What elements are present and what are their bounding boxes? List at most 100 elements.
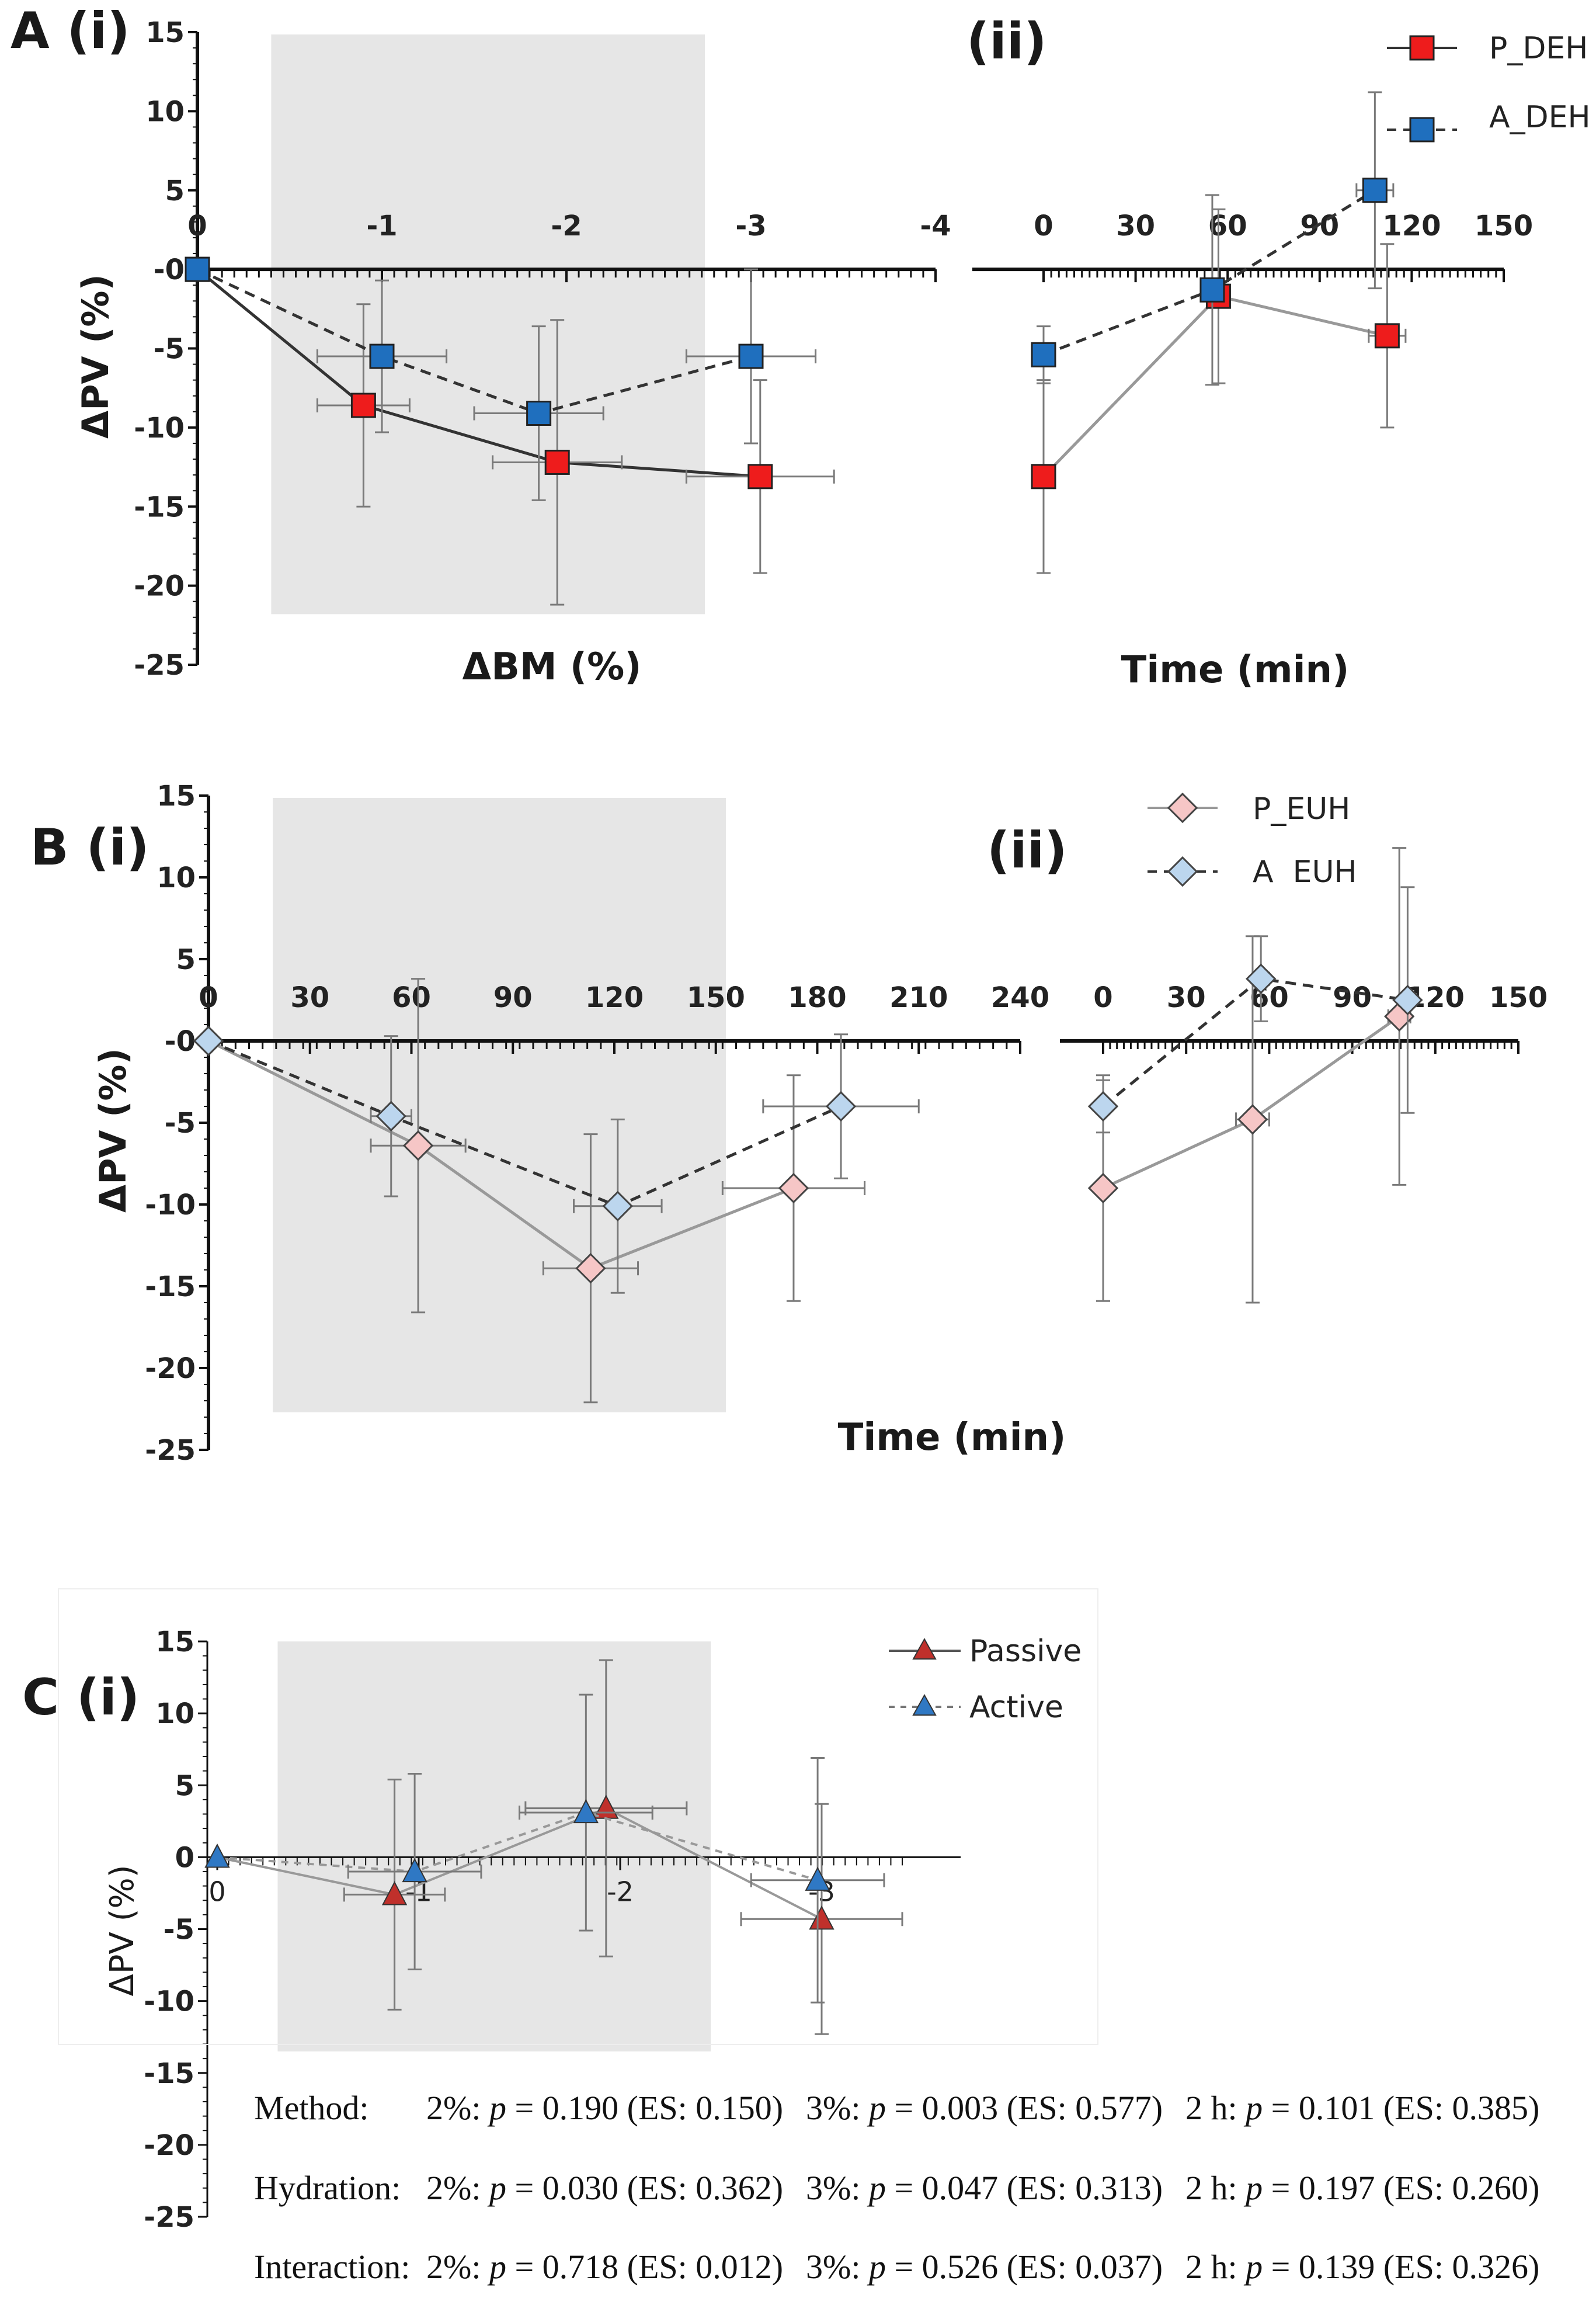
data-point [402,1858,427,1883]
chart-a-i: 15 10 5 -0 -5 -10 -15 -20 -25 0 -1 -2 -3 -4 [134,16,951,682]
chart-b-ii: 0 30 60 90 120 150 [1060,847,1548,1304]
data-point [1087,1172,1119,1204]
series-active [204,1693,885,2004]
stats-c1: 2%: p = 0.190 (ES: 0.150) [426,2089,783,2127]
data-point [809,1905,834,1930]
y-tick-label: -25 [134,649,185,682]
x-tick-label: 0 [1034,210,1053,242]
panel-c-frame [58,1588,1098,2045]
panel-label-b-i: B (i) [30,818,149,877]
y-tick-label: 0 [175,1841,194,1874]
series-line [207,1039,794,1271]
y-tick-label: 15 [157,780,196,813]
b-y-title: ΔPV (%) [92,1048,134,1213]
stats-c3: 2 h: p = 0.139 (ES: 0.326) [1185,2248,1539,2286]
data-point [204,1844,230,1868]
data-point [1031,464,1056,490]
legend-c-a-marker [912,1693,937,1716]
y-tick-label: 15 [155,1626,194,1658]
legend-b-p-marker [1167,792,1198,824]
data-point [185,256,210,282]
series-line [196,268,760,478]
chart-a-ii: 0 30 60 90 120 150 [972,91,1533,574]
x-tick-label: 0 [187,210,207,242]
panel-label-a-ii: (ii) [966,12,1047,71]
legend-b-a-label: A EUH [1253,855,1357,890]
data-point [738,343,764,369]
x-tick-label: 90 [1333,981,1372,1014]
a-ii-xlabel: Time (min) [1121,648,1350,692]
series-a-euh [1087,886,1423,1134]
data-point [1087,1091,1119,1122]
x-tick-label: -1 [366,210,397,242]
stats-c1: 2%: p = 0.030 (ES: 0.362) [426,2169,783,2207]
data-point [369,343,395,369]
y-tick-label: 5 [175,1769,194,1802]
x-tick-label: 240 [991,981,1049,1014]
y-tick-label: -5 [154,333,185,366]
data-point [1246,963,1277,994]
data-point [375,1101,406,1131]
series-a-euh [193,1025,920,1294]
series-p-deh [1031,208,1407,574]
data-point [350,393,376,418]
data-point [1237,1104,1268,1135]
y-tick-label: -15 [134,491,185,523]
stats-c2: 3%: p = 0.003 (ES: 0.577) [806,2089,1163,2127]
x-tick-label: 0 [1093,981,1112,1014]
series-line [1042,294,1388,478]
stats-label: Method: [254,2089,369,2127]
x-tick-label: 0 [199,981,218,1014]
y-tick-label: -25 [145,1434,196,1467]
data-point [1374,323,1400,349]
x-tick-label: 180 [788,981,846,1014]
stats-row-interaction: Interaction: 2%: p = 0.718 (ES: 0.012) 3… [254,2248,1539,2286]
y-tick-label: -0 [154,254,185,286]
x-tick-label: 120 [1382,210,1441,242]
stats-block: Method: 2%: p = 0.190 (ES: 0.150) 3%: p … [254,2089,1539,2286]
data-point [1031,342,1056,367]
legend-c-p-marker [912,1637,937,1660]
y-tick-label: -15 [145,1271,196,1303]
legend-a-a-label: A_DEH [1489,100,1591,135]
stats-c2: 3%: p = 0.526 (ES: 0.037) [806,2248,1163,2286]
legend-c-p-label: Passive [969,1634,1082,1669]
legend-a: P_DEH A_DEH [1387,31,1591,143]
legend-a-a-marker [1409,117,1435,143]
stats-c2: 3%: p = 0.047 (ES: 0.313) [806,2169,1163,2207]
y-tick-label: 15 [145,16,185,49]
x-tick-label: 60 [392,981,431,1014]
c-y-title: ΔPV (%) [103,1865,141,1996]
a-y-title: ΔPV (%) [74,274,117,439]
data-point [573,1799,599,1824]
series-line [217,1807,822,1921]
data-point [575,1253,606,1284]
y-tick-label: -20 [144,2129,194,2162]
chart-b-i: 15 10 5 -0 -5 -10 -15 -20 -25 0 30 60 90 120 150 180 210… [145,780,1049,1467]
stats-c3: 2 h: p = 0.197 (ES: 0.260) [1185,2169,1539,2207]
data-point [1199,277,1225,303]
x-tick-label: 150 [1489,981,1548,1014]
x-tick-label: 150 [687,981,745,1014]
data-point [1392,984,1423,1016]
y-tick-label: -10 [145,1189,196,1221]
stats-label: Hydration: [254,2169,409,2207]
y-tick-label: 10 [155,1698,194,1730]
y-tick-label: 5 [176,943,196,976]
y-tick-label: -20 [145,1352,196,1385]
stats-row-hydration: Hydration: 2%: p = 0.030 (ES: 0.362) 3%:… [254,2169,1539,2207]
y-tick-label: -10 [134,412,185,445]
data-point [825,1091,857,1122]
legend-c-a-label: Active [969,1690,1063,1725]
x-tick-label: 90 [493,981,533,1014]
x-tick-label: 210 [889,981,948,1014]
series-line [196,268,752,415]
data-point [1362,178,1388,203]
x-tick-label: 150 [1475,210,1533,242]
legend-c: Passive Active [889,1634,1082,1725]
panel-label-c-i: C (i) [22,1668,140,1727]
x-tick-label: -2 [607,1876,634,1907]
legend-a-p-marker [1409,35,1435,61]
